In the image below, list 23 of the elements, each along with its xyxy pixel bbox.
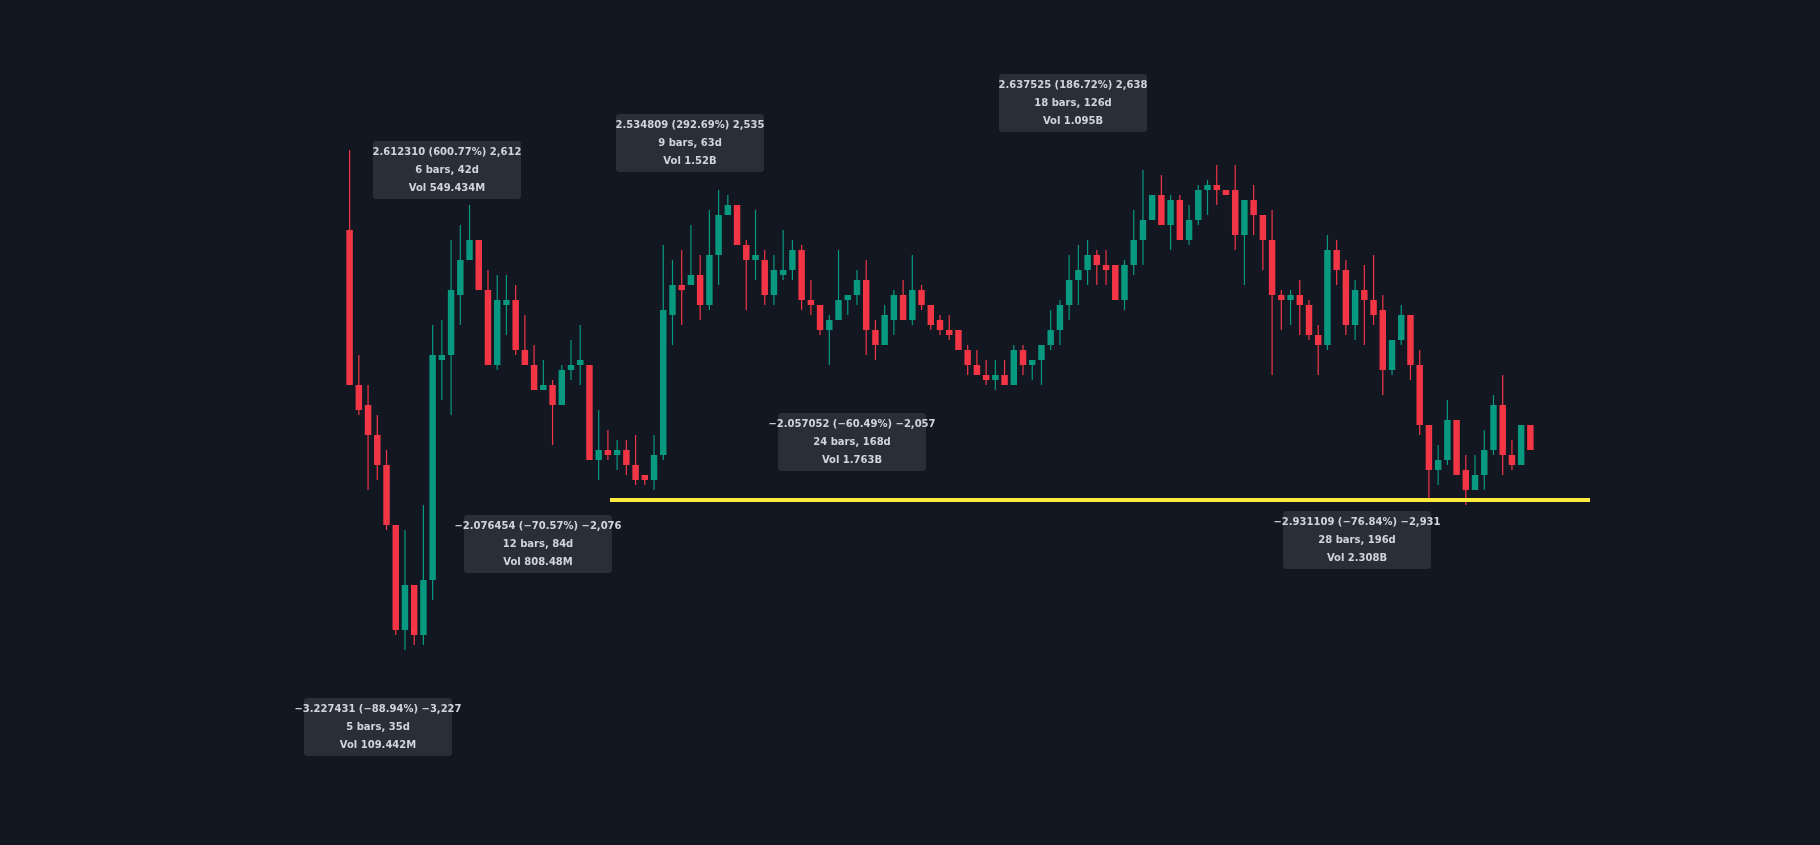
annotation: −2.057052 (−60.49%) −2,057 <box>768 418 936 429</box>
text: −3.227431 (−88.94%) −3,227 <box>294 703 462 714</box>
candlestick <box>733 205 741 245</box>
annotation: 12 bars, 84d <box>502 538 574 549</box>
text: 18 bars, 126d <box>1034 97 1112 108</box>
annotation: 24 bars, 168d <box>813 436 891 447</box>
candlestick <box>1222 190 1230 195</box>
annotation: 2.612310 (600.77%) 2,612 <box>372 146 522 157</box>
annotation: −2.076454 (−70.57%) −2,076 <box>454 520 622 531</box>
annotation: 28 bars, 196d <box>1318 534 1396 545</box>
text: 9 bars, 63d <box>658 137 722 148</box>
annotation: Vol 2.308B <box>1326 552 1388 563</box>
text: Vol 109.442M <box>339 739 417 750</box>
annotation: −2.931109 (−76.84%) −2,931 <box>1273 516 1441 527</box>
annotation: Vol 1.52B <box>663 155 717 166</box>
text: 2.637525 (186.72%) 2,638 <box>998 79 1148 90</box>
annotation: Vol 1.763B <box>821 454 883 465</box>
text: Vol 1.095B <box>1042 115 1104 126</box>
annotation: Vol 808.48M <box>503 556 573 567</box>
annotation: 6 bars, 42d <box>415 164 479 175</box>
annotation: Vol 549.434M <box>408 182 486 193</box>
text: 5 bars, 35d <box>346 721 410 732</box>
text: 2.534809 (292.69%) 2,535 <box>615 119 765 130</box>
